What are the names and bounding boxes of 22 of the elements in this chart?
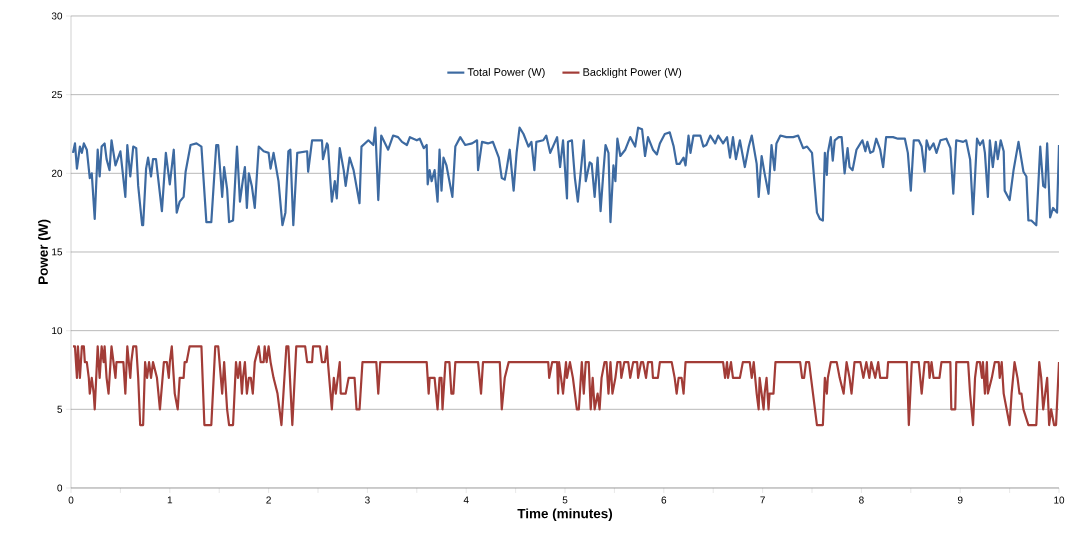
legend-label: Total Power (W) [467,67,545,79]
y-axis-title: Power (W) [38,219,51,284]
x-axis-title: Time (minutes) [517,508,613,521]
y-tick-label: 0 [57,484,63,492]
x-tick-label: 0 [68,496,74,504]
y-tick-label: 25 [51,91,63,99]
legend-label: Backlight Power (W) [583,67,682,79]
x-tick-label: 3 [365,496,370,504]
y-tick-label: 30 [51,12,63,20]
x-tick-label: 5 [562,496,568,504]
y-tick-label: 20 [51,169,63,177]
x-tick-label: 9 [957,496,963,504]
x-tick-label: 2 [266,496,271,504]
x-tick-label: 10 [1054,496,1065,504]
x-tick-label: 6 [661,496,667,504]
x-tick-label: 1 [167,496,173,504]
y-tick-label: 5 [57,405,63,413]
y-tick-label: 15 [52,248,63,256]
x-tick-label: 8 [859,496,864,504]
y-tick-label: 10 [52,327,63,335]
x-tick-label: 7 [760,496,765,504]
x-tick-label: 4 [463,496,469,504]
